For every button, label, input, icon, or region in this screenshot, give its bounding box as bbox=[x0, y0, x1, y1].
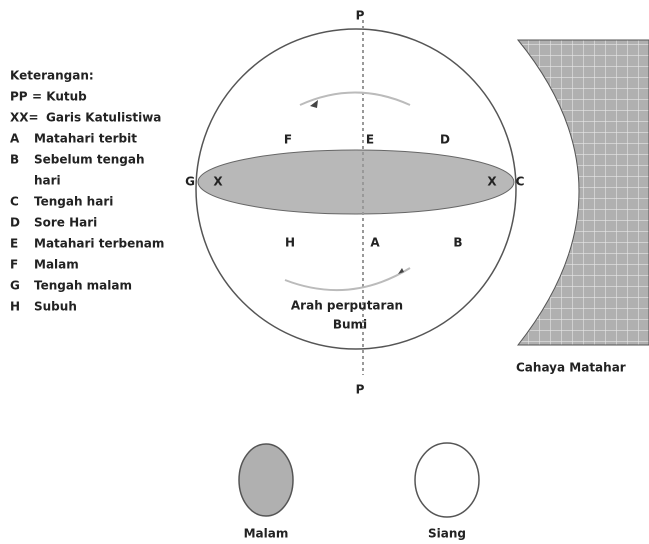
night-example bbox=[239, 444, 293, 516]
legend-text: Malam bbox=[34, 258, 79, 272]
legend-text: hari bbox=[34, 174, 61, 188]
pole-label: P bbox=[356, 9, 365, 23]
legend-title: Keterangan: bbox=[10, 69, 94, 83]
sunlight bbox=[518, 40, 649, 345]
legend-key: XX= bbox=[10, 111, 39, 125]
legend: Keterangan: PP = Kutub XX= Garis Katulistiw… bbox=[10, 69, 164, 314]
diagram: Cahaya Matahar P P F E D G X X C H A B A… bbox=[0, 0, 649, 544]
legend-text: Tengah hari bbox=[34, 195, 113, 209]
legend-text: Garis Katulistiwa bbox=[46, 111, 161, 125]
rotation-label: Arah perputaran bbox=[291, 299, 403, 313]
legend-key: H bbox=[10, 300, 20, 314]
legend-key: C bbox=[10, 195, 19, 209]
legend-text: Subuh bbox=[34, 300, 77, 314]
equator-plane bbox=[198, 150, 514, 214]
pole-label: P bbox=[356, 383, 365, 397]
legend-key: F bbox=[10, 258, 18, 272]
point-label: F bbox=[284, 133, 292, 147]
legend-key: D bbox=[10, 216, 20, 230]
legend-key: PP bbox=[10, 90, 28, 104]
legend-text: Sebelum tengah bbox=[34, 153, 145, 167]
day-label: Siang bbox=[428, 527, 466, 541]
day-example bbox=[415, 443, 479, 517]
point-label: C bbox=[516, 175, 525, 189]
point-label: E bbox=[366, 133, 374, 147]
point-label: G bbox=[185, 175, 195, 189]
night-label: Malam bbox=[244, 527, 289, 541]
legend-key: E bbox=[10, 237, 18, 251]
point-label: D bbox=[440, 133, 450, 147]
point-label: H bbox=[285, 236, 295, 250]
legend-text: Matahari terbit bbox=[34, 132, 137, 146]
point-label: B bbox=[453, 236, 462, 250]
legend-text: Tengah malam bbox=[34, 279, 132, 293]
point-label: X bbox=[213, 175, 223, 189]
legend-key: G bbox=[10, 279, 20, 293]
legend-key: B bbox=[10, 153, 19, 167]
rotation-label: Bumi bbox=[333, 318, 367, 332]
legend-key: A bbox=[10, 132, 20, 146]
legend-text: Sore Hari bbox=[34, 216, 97, 230]
sunlight-label: Cahaya Matahar bbox=[516, 361, 626, 375]
legend-text: Matahari terbenam bbox=[34, 237, 164, 251]
point-label: A bbox=[370, 236, 380, 250]
point-label: X bbox=[487, 175, 497, 189]
legend-text: = Kutub bbox=[32, 90, 87, 104]
